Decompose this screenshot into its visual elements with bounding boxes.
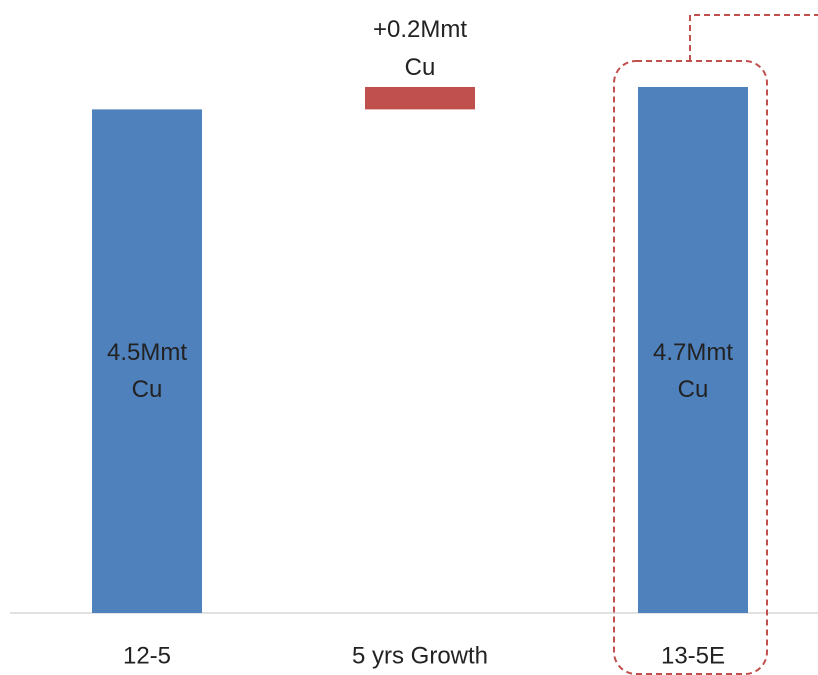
x-tick-label: 5 yrs Growth [352,642,488,669]
data-label: Cu [132,376,163,403]
data-label: +0.2Mmt [373,16,467,43]
callout-leader-line [689,14,818,61]
x-tick-label: 12-5 [123,642,171,669]
data-label: 4.7Mmt [653,339,733,366]
data-label: 4.5Mmt [107,339,187,366]
bar-12-5 [92,109,202,613]
bar-13-5e [638,87,748,613]
data-label: Cu [678,376,709,403]
data-label: Cu [405,54,436,81]
x-tick-label: 13-5E [661,642,725,669]
bar-5-yrs-growth [365,87,475,110]
